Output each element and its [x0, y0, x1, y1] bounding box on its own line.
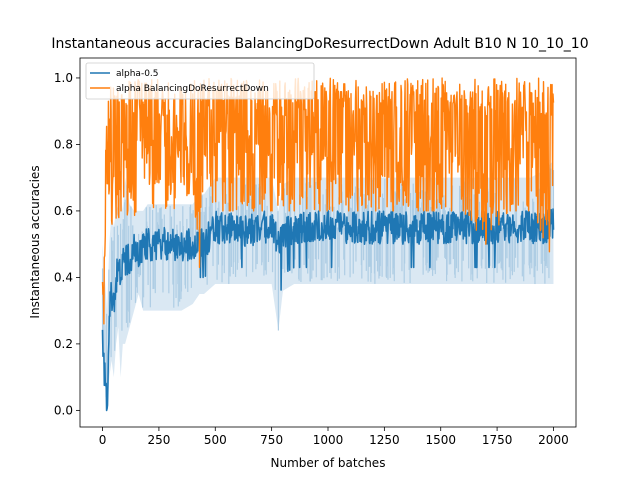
chart-title: Instantaneous accuracies BalancingDoResu… [51, 36, 588, 52]
legend-label: alpha-0.5 [116, 69, 159, 79]
x-axis-label: Number of batches [271, 456, 386, 470]
y-tick-label: 1.0 [54, 71, 73, 85]
x-tick-label: 1000 [313, 433, 344, 447]
x-tick-label: 0 [99, 433, 107, 447]
x-tick-label: 1750 [482, 433, 513, 447]
legend-box [85, 62, 315, 100]
line-layer [101, 77, 555, 412]
y-axis-label: Instantaneous accuracies [28, 165, 42, 318]
y-tick-label: 0.0 [54, 403, 73, 417]
x-tick-label: 750 [260, 433, 283, 447]
x-tick-label: 1250 [369, 433, 400, 447]
x-tick-label: 1500 [425, 433, 456, 447]
y-tick-label: 0.4 [54, 270, 73, 284]
y-axis-ticks: 0.0 0.2 0.4 0.6 0.8 1.0 [54, 71, 80, 417]
x-tick-label: 500 [204, 433, 227, 447]
x-axis-ticks: 0 250 500 750 1000 1250 1500 1750 2000 [99, 427, 569, 447]
y-tick-label: 0.6 [54, 204, 73, 218]
x-tick-label: 2000 [538, 433, 569, 447]
series-line [101, 208, 555, 412]
y-tick-label: 0.2 [54, 337, 73, 351]
y-tick-label: 0.8 [54, 137, 73, 151]
legend: alpha-0.5 alpha BalancingDoResurrectDown [85, 62, 315, 100]
series-line [101, 77, 555, 325]
legend-label: alpha BalancingDoResurrectDown [116, 84, 269, 94]
x-tick-label: 250 [147, 433, 170, 447]
